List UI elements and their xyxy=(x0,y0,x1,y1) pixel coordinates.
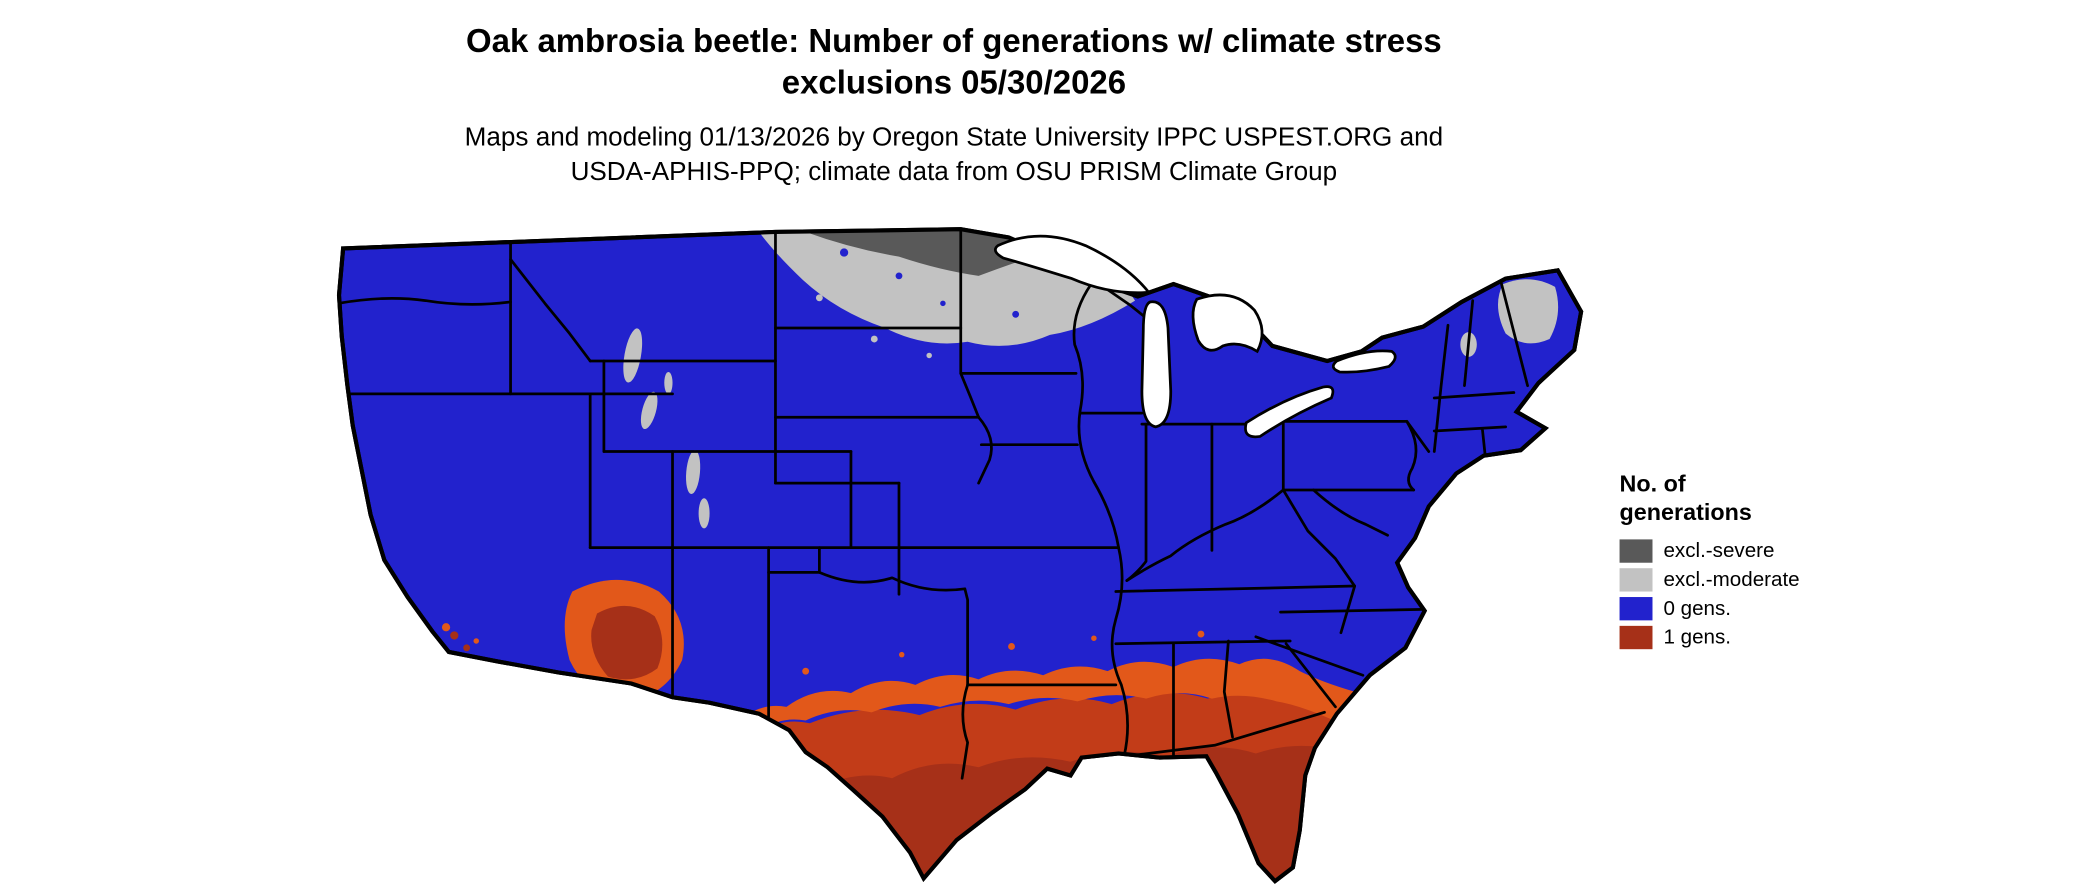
legend-item-excl-severe: excl.-severe xyxy=(1619,539,1800,563)
legend-title-line-1: No. of xyxy=(1619,470,1686,497)
lake-huron xyxy=(1191,293,1264,354)
legend-items: excl.-severe excl.-moderate 0 gens. 1 ge… xyxy=(1619,539,1800,650)
legend-swatch-1-gens xyxy=(1619,625,1653,650)
great-lakes xyxy=(994,234,1397,439)
map-title-line-1: Oak ambrosia beetle: Number of generatio… xyxy=(466,23,1442,61)
legend-label-0-gens: 0 gens. xyxy=(1663,597,1732,621)
legend-item-1-gens: 1 gens. xyxy=(1619,625,1800,650)
state-borders xyxy=(339,229,1529,780)
legend-swatch-excl-severe xyxy=(1619,539,1653,563)
map-subtitle-line-2: USDA-APHIS-PPQ; climate data from OSU PR… xyxy=(570,157,1338,187)
region-excl-moderate-maine xyxy=(1498,279,1559,344)
legend-label-excl-moderate: excl.-moderate xyxy=(1663,568,1800,592)
lake-superior xyxy=(994,234,1152,295)
legend-item-excl-moderate: excl.-moderate xyxy=(1619,568,1800,592)
region-socal-specks xyxy=(441,623,480,652)
region-arizona-1-generation xyxy=(591,605,663,680)
legend-item-0-gens: 0 gens. xyxy=(1619,597,1800,621)
legend-swatch-excl-moderate xyxy=(1619,568,1653,592)
map-subtitle-line-1: Maps and modeling 01/13/2026 by Oregon S… xyxy=(464,123,1444,153)
us-generations-map xyxy=(323,217,1613,892)
region-excl-severe xyxy=(805,229,1057,276)
page-header: Oak ambrosia beetle: Number of generatio… xyxy=(0,22,1908,189)
legend-title-line-2: generations xyxy=(1619,499,1752,526)
lake-michigan xyxy=(1140,300,1173,429)
region-excl-moderate-mountain-patches xyxy=(623,328,710,529)
region-transition-orange xyxy=(731,658,1355,738)
lake-ontario xyxy=(1331,349,1397,374)
map-container xyxy=(323,217,1613,892)
lake-erie xyxy=(1244,385,1335,439)
legend-label-1-gens: 1 gens. xyxy=(1663,625,1732,650)
legend-label-excl-severe: excl.-severe xyxy=(1663,539,1775,563)
raster-speckles xyxy=(802,248,1205,675)
legend-swatch-0-gens xyxy=(1619,597,1653,621)
map-subtitle: Maps and modeling 01/13/2026 by Oregon S… xyxy=(0,121,1908,190)
legend: No. of generations excl.-severe excl.-mo… xyxy=(1619,469,1800,654)
map-title-line-2: exclusions 05/30/2026 xyxy=(781,64,1127,102)
